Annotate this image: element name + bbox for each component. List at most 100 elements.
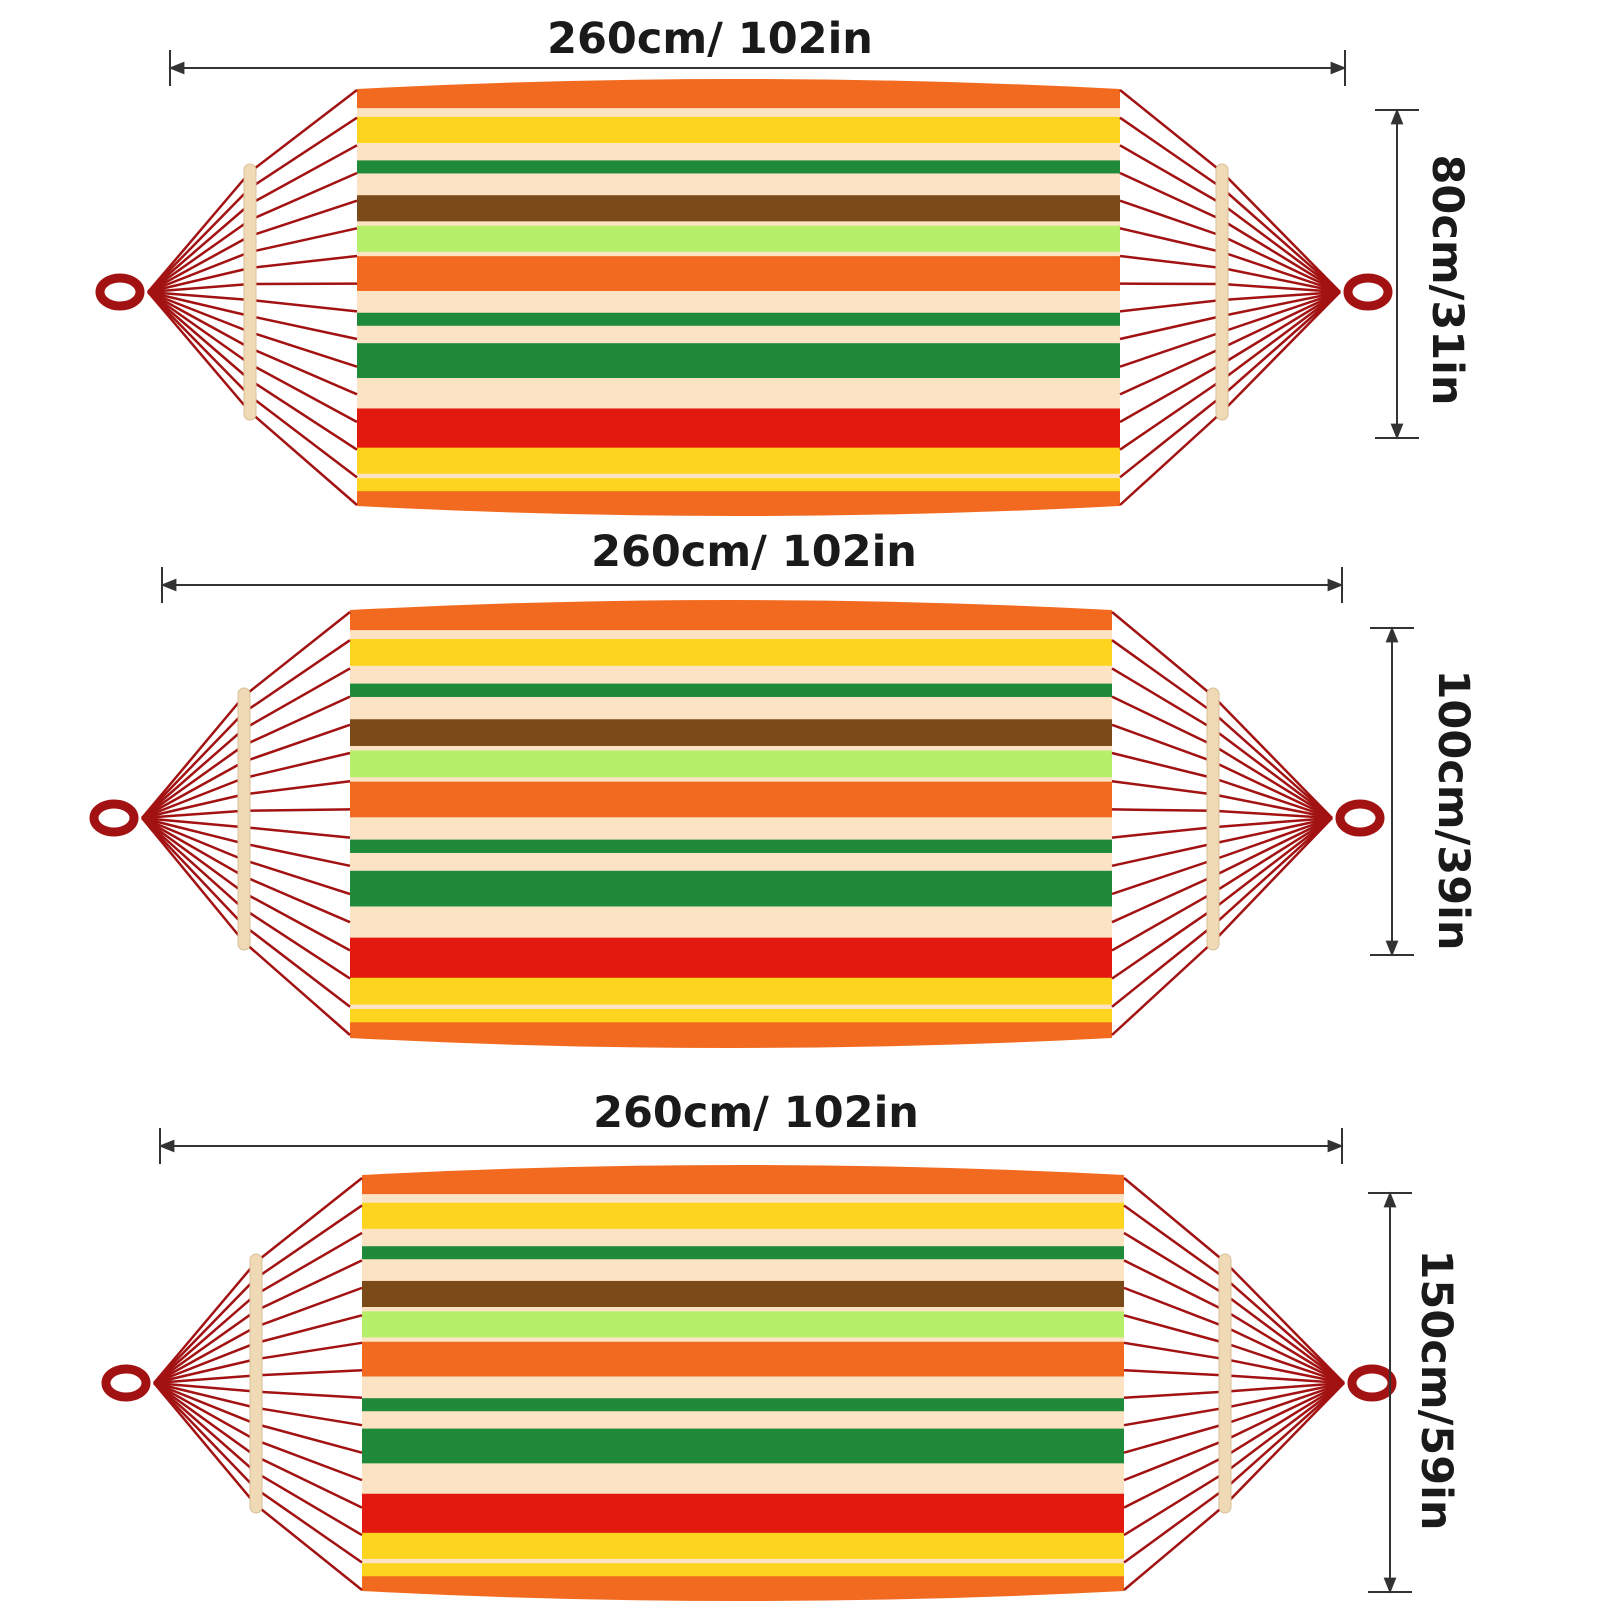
rope-strand [153, 1381, 257, 1442]
fabric-stripe [362, 1246, 1124, 1260]
rope-strand [153, 1277, 257, 1384]
fabric-stripe [362, 1202, 1124, 1230]
fabric-stripe [362, 1280, 1124, 1308]
rope-strand [1221, 290, 1341, 318]
fabric-stripe [362, 1307, 1124, 1312]
rope-strand [1221, 171, 1341, 293]
fabric-stripe [350, 750, 1112, 778]
rope-strand [1123, 1231, 1226, 1296]
hammock-2-length-dimension: 260cm/ 102in [160, 527, 1344, 603]
hammock-3: 260cm/ 102in 150cm/59in [101, 1088, 1461, 1601]
fabric-stripe [357, 256, 1120, 292]
fabric-stripe [357, 221, 1120, 227]
rope-strand [1111, 779, 1214, 796]
rope-strand [1212, 816, 1333, 894]
rope-strand [1221, 290, 1341, 382]
rope-strand [1212, 817, 1333, 927]
rope-strand [1123, 1422, 1226, 1454]
ring-icon [101, 1364, 151, 1402]
rope-strand [1224, 1325, 1345, 1385]
rope-strand [243, 825, 351, 839]
rope-strand [141, 816, 245, 878]
fabric-stripe [357, 116, 1120, 144]
rope-strand [249, 144, 358, 206]
spreader-bar [1206, 687, 1220, 951]
rope-strand [1119, 227, 1223, 254]
rope-strand [1119, 378, 1223, 451]
fabric-stripe [350, 683, 1112, 698]
rope-strand [255, 1455, 363, 1509]
fabric-stripe [357, 251, 1120, 257]
rope-strand [141, 816, 245, 894]
rope-strand [1111, 695, 1214, 747]
rope-strand [147, 291, 251, 397]
fabric-stripe [362, 1311, 1124, 1338]
rope-strand [243, 891, 351, 952]
rope-strand [1119, 199, 1223, 238]
rope-strand [1212, 776, 1333, 820]
rope-strand [147, 291, 251, 413]
rope-strand [1221, 218, 1341, 294]
fabric-stripe [362, 1428, 1124, 1464]
hammock-1-length-label: 260cm/ 102in [547, 14, 873, 64]
fabric-stripe [350, 839, 1112, 854]
rope-strand [243, 858, 351, 896]
hammock-1-fabric [357, 79, 1120, 516]
rope-strand [147, 290, 251, 366]
rope-strand [1212, 817, 1333, 943]
rope-strand [153, 1341, 257, 1385]
rope-strand [1119, 254, 1223, 270]
rope-strand [255, 1504, 363, 1591]
hammock-3-length-dimension: 260cm/ 102in [158, 1088, 1344, 1164]
rope-strand [147, 290, 251, 334]
rope-strand [1119, 362, 1223, 424]
rope-strand [1119, 395, 1223, 479]
rope-strand [147, 282, 251, 294]
rope-strand [1212, 816, 1333, 862]
rope-strand [243, 695, 351, 747]
rope-strand [1224, 1381, 1345, 1426]
hammock-2-length-label: 260cm/ 102in [591, 527, 917, 577]
rope-strand [153, 1381, 257, 1410]
rope-strand [1119, 171, 1223, 222]
rope-strand [249, 330, 358, 368]
hammock-3-fabric [362, 1165, 1124, 1601]
fabric-stripe [357, 343, 1120, 379]
rope-strand [1123, 1439, 1226, 1482]
rope-strand [249, 362, 358, 424]
rope-strand [249, 199, 358, 238]
rope-strand [1224, 1261, 1345, 1384]
rope-strand [1119, 89, 1223, 173]
fabric-stripe [357, 491, 1120, 516]
fabric-stripe [350, 937, 1112, 979]
rope-strand [141, 695, 245, 819]
rope-strand [1111, 723, 1214, 763]
rope-strand [255, 1314, 363, 1345]
rope-strand [1111, 611, 1214, 697]
rope-strand [153, 1261, 257, 1384]
fabric-stripe [357, 142, 1120, 161]
rope-strand [255, 1422, 363, 1454]
fabric-stripe [357, 447, 1120, 475]
rope-strand [1111, 858, 1214, 896]
rope-strand [243, 779, 351, 796]
fabric-stripe [357, 378, 1120, 410]
rope-strand [153, 1374, 257, 1385]
rope-strand [1212, 793, 1333, 820]
fabric-stripe [350, 852, 1112, 872]
rope-strand [1123, 1487, 1226, 1564]
ring-icon [1343, 273, 1393, 311]
rope-strand [249, 171, 358, 222]
fabric-stripe [350, 719, 1112, 747]
rope-strand [1221, 250, 1341, 294]
rope-strand [1224, 1293, 1345, 1385]
rope-strand [243, 924, 351, 1008]
rope-strand [249, 395, 358, 479]
rope-strand [1119, 346, 1223, 396]
fabric-stripe [357, 160, 1120, 175]
rope-strand [255, 1390, 363, 1399]
rope-strand [1111, 941, 1214, 1036]
rope-strand [141, 817, 245, 927]
rope-strand [153, 1293, 257, 1384]
fabric-stripe [350, 817, 1112, 841]
